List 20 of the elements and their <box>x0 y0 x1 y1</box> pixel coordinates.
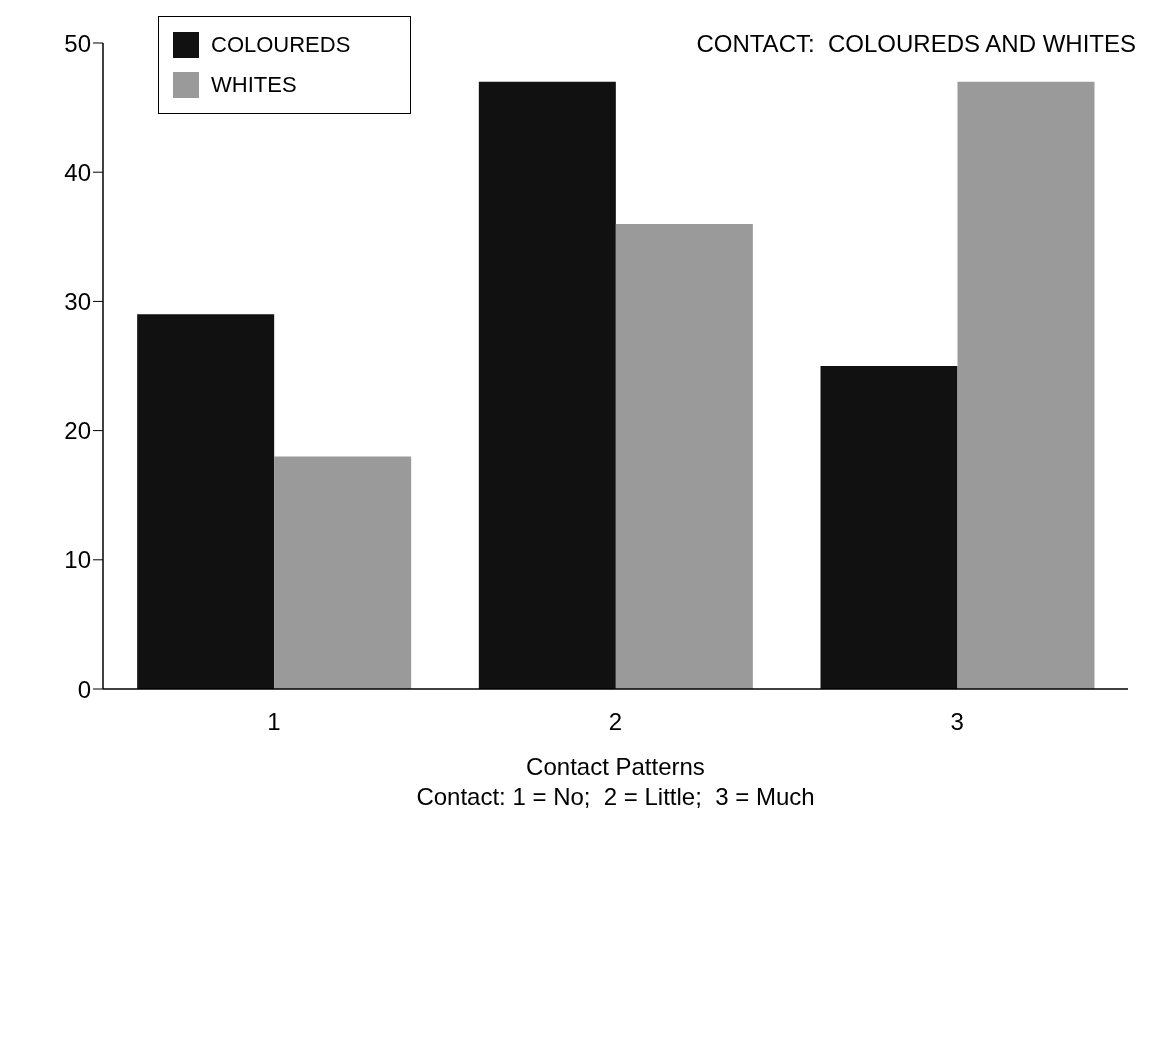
legend-label: WHITES <box>211 71 297 99</box>
x-tick-label: 2 <box>608 708 623 736</box>
legend-label: COLOUREDS <box>211 31 351 59</box>
bar <box>137 314 275 689</box>
bar <box>274 456 412 689</box>
bar <box>820 366 958 689</box>
bar <box>957 81 1095 689</box>
x-tick-label: 1 <box>267 708 281 736</box>
bar <box>478 81 616 689</box>
text: Contact: 1 = No; 2 = Little; 3 = Much <box>415 783 816 811</box>
chart-title: CONTACT: COLOUREDS AND WHITES <box>696 30 1136 58</box>
y-tick-label: 0 <box>77 675 91 703</box>
y-tick-label: 30 <box>64 287 91 315</box>
x-tick-label: 3 <box>950 708 964 736</box>
y-tick-label: 20 <box>64 417 91 445</box>
bar <box>615 223 753 689</box>
y-tick-label: 50 <box>64 29 91 57</box>
x-axis-title: Contact Patterns <box>525 753 706 781</box>
y-tick-label: 40 <box>64 158 91 186</box>
y-tick-label: 10 <box>64 546 91 574</box>
